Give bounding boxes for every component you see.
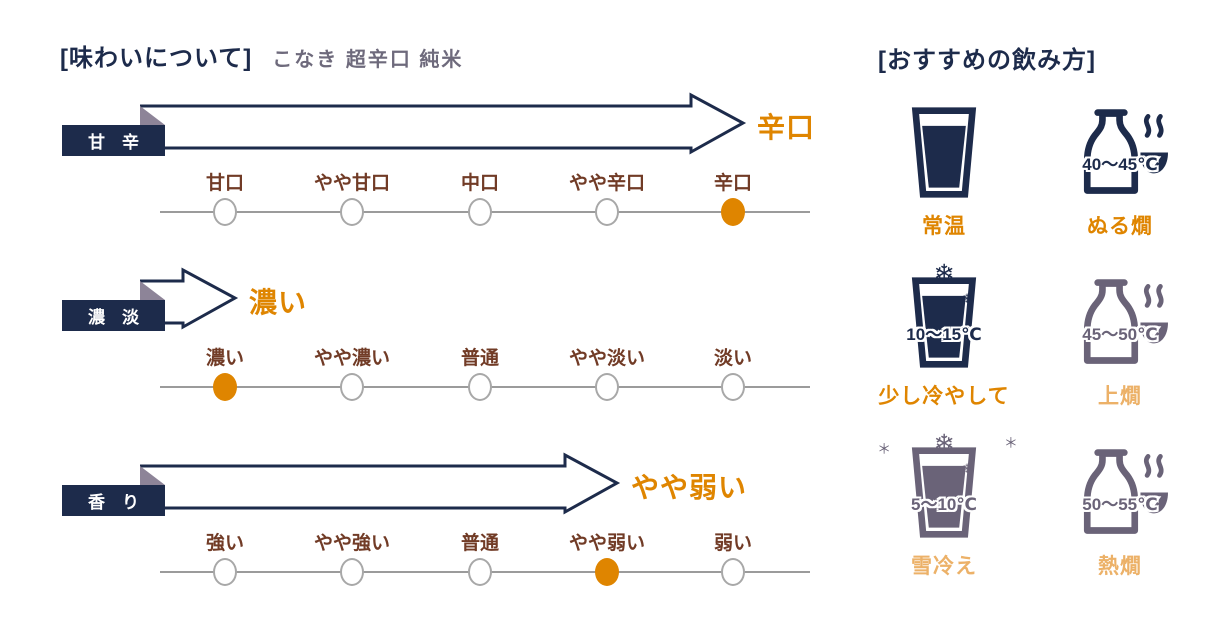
drink-methods-grid: 常温 40～45℃ ぬる燗 ❄ ❄ (856, 100, 1208, 610)
option-label: 辛口 (713, 173, 752, 194)
scale-option: 甘口 (160, 168, 290, 226)
scale-tag: 濃 淡 (62, 300, 165, 331)
snowflake-icon: ❄ (933, 260, 955, 288)
method-room-temp: 常温 (856, 100, 1032, 270)
option-label: 甘口 (205, 173, 244, 194)
option-dot (340, 558, 364, 586)
scale-option: 辛口 (668, 168, 798, 226)
method-label: ぬる燗 (1087, 215, 1153, 238)
scale-value: 辛口 (757, 112, 816, 143)
snow-chilled-glass-icon: ❄ ＊ ＊ ❄ 5～10℃ (856, 432, 1032, 540)
scale-option: 淡い (668, 343, 798, 401)
option-dot (213, 373, 237, 401)
scale-value: やや弱い (631, 472, 748, 503)
option-dot (595, 198, 619, 226)
option-label: 淡い (713, 348, 752, 369)
level-arrow-icon (140, 452, 621, 515)
sake-bottle-icon: 50～55℃ (1032, 440, 1208, 540)
snowflake-icon: ❄ (933, 430, 955, 458)
scale-option: 濃い (160, 343, 290, 401)
option-dot (721, 198, 745, 226)
temp-label: 5～10℃ (911, 495, 977, 514)
arrow-row: 濃 淡 濃い (60, 267, 890, 339)
option-label: やや弱い (568, 533, 645, 554)
option-label: 普通 (460, 348, 499, 369)
scale-option: やや濃い (287, 343, 417, 401)
snowflake-icon: ❄ (961, 461, 973, 476)
option-label: 濃い (205, 348, 244, 369)
option-dot (595, 373, 619, 401)
scale-value: 濃い (249, 287, 308, 318)
sparkle-icon: ＊ (877, 441, 892, 457)
option-dot (213, 198, 237, 226)
chilled-glass-icon: ❄ ❄ 10～15℃ (856, 262, 1032, 370)
option-label: やや辛口 (568, 173, 645, 194)
temp-label: 45～50℃ (1082, 325, 1158, 344)
scale-group-sweet-dry: 甘 辛 辛口 甘口 やや甘口 中口 やや辛口 辛口 (60, 92, 890, 254)
scale-option: 普通 (415, 343, 545, 401)
option-dot (721, 373, 745, 401)
taste-title: [味わいについて] (60, 45, 253, 72)
arrow-row: 甘 辛 辛口 (60, 92, 890, 164)
taste-header: [味わいについて] こなき 超辛口 純米 (60, 38, 463, 73)
scale-group-aroma: 香 り やや弱い 強い やや強い 普通 やや弱い 弱い (60, 452, 890, 614)
scale-option: 中口 (415, 168, 545, 226)
product-name: こなき 超辛口 純米 (272, 49, 464, 71)
option-dot (721, 558, 745, 586)
option-label: 強い (205, 533, 244, 554)
scale-row: 甘口 やや甘口 中口 やや辛口 辛口 (60, 168, 890, 248)
option-dot (340, 373, 364, 401)
option-dot (468, 198, 492, 226)
temp-label: 10～15℃ (906, 325, 982, 344)
option-dot (595, 558, 619, 586)
scale-option: やや弱い (542, 528, 672, 586)
temp-label: 40～45℃ (1082, 155, 1158, 174)
method-slightly-chilled: ❄ ❄ 10～15℃ 少し冷やして (856, 262, 1032, 440)
scale-option: やや辛口 (542, 168, 672, 226)
scale-tag: 香 り (62, 485, 165, 516)
method-label: 雪冷え (911, 555, 977, 578)
scale-tag: 甘 辛 (62, 125, 165, 156)
option-dot (468, 558, 492, 586)
scale-option: 弱い (668, 528, 798, 586)
option-label: やや強い (313, 533, 390, 554)
scale-option: 強い (160, 528, 290, 586)
option-label: やや甘口 (313, 173, 390, 194)
method-label: 上燗 (1098, 385, 1142, 408)
drinks-title: [おすすめの飲み方] (878, 47, 1096, 74)
method-snow-chilled: ❄ ＊ ＊ ❄ 5～10℃ 雪冷え (856, 432, 1032, 610)
method-jokan: 45～50℃ 上燗 (1032, 270, 1208, 440)
option-label: やや淡い (568, 348, 645, 369)
scale-option: やや淡い (542, 343, 672, 401)
method-label: 熱燗 (1098, 555, 1142, 578)
method-atsukan: 50～55℃ 熱燗 (1032, 440, 1208, 610)
option-label: 弱い (713, 533, 752, 554)
level-arrow-icon (140, 92, 747, 155)
glass-icon (856, 100, 1032, 200)
scale-row: 強い やや強い 普通 やや弱い 弱い (60, 528, 890, 608)
scale-option: やや甘口 (287, 168, 417, 226)
option-label: やや濃い (313, 348, 390, 369)
method-label: 少し冷やして (878, 385, 1010, 408)
method-nurukan: 40～45℃ ぬる燗 (1032, 100, 1208, 270)
option-label: 中口 (460, 173, 499, 194)
option-dot (340, 198, 364, 226)
option-dot (468, 373, 492, 401)
arrow-row: 香 り やや弱い (60, 452, 890, 524)
option-label: 普通 (460, 533, 499, 554)
sparkle-icon: ＊ (1003, 435, 1018, 451)
scale-group-rich-light: 濃 淡 濃い 濃い やや濃い 普通 やや淡い 淡い (60, 267, 890, 429)
sake-bottle-icon: 40～45℃ (1032, 100, 1208, 200)
temp-label: 50～55℃ (1082, 495, 1158, 514)
scale-option: 普通 (415, 528, 545, 586)
snowflake-icon: ❄ (961, 291, 973, 306)
option-dot (213, 558, 237, 586)
sake-bottle-icon: 45～50℃ (1032, 270, 1208, 370)
scale-option: やや強い (287, 528, 417, 586)
scale-row: 濃い やや濃い 普通 やや淡い 淡い (60, 343, 890, 423)
method-label: 常温 (922, 215, 966, 238)
